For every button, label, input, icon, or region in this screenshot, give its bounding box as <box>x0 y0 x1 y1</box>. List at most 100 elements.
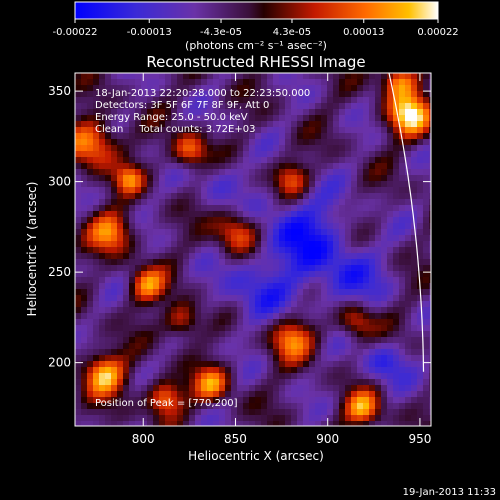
heatmap-cell <box>423 307 430 314</box>
heatmap-cell <box>237 271 244 278</box>
heatmap-cell <box>255 403 262 410</box>
heatmap-cell <box>381 409 388 416</box>
heatmap-cell <box>195 385 202 392</box>
heatmap-cell <box>219 247 226 254</box>
heatmap-cell <box>273 337 280 344</box>
heatmap-cell <box>249 169 256 176</box>
heatmap-cell <box>81 289 88 296</box>
heatmap-cell <box>393 259 400 266</box>
heatmap-cell <box>339 169 346 176</box>
heatmap-cell <box>81 391 88 398</box>
heatmap-cell <box>249 229 256 236</box>
heatmap-cell <box>357 301 364 308</box>
heatmap-cell <box>297 367 304 374</box>
heatmap-cell <box>429 205 431 212</box>
heatmap-cell <box>165 319 172 326</box>
heatmap-cell <box>315 397 322 404</box>
heatmap-cell <box>243 397 250 404</box>
heatmap-cell <box>399 145 406 152</box>
heatmap-cell <box>99 367 106 374</box>
heatmap-cell <box>291 211 298 218</box>
heatmap-cell <box>105 289 112 296</box>
heatmap-cell <box>135 181 142 188</box>
heatmap-cell <box>387 409 394 416</box>
heatmap-cell <box>111 331 118 338</box>
heatmap-cell <box>303 163 310 170</box>
heatmap-cell <box>123 307 130 314</box>
heatmap-cell <box>381 145 388 152</box>
heatmap-cell <box>75 205 82 212</box>
heatmap-cell <box>207 211 214 218</box>
heatmap-cell <box>321 205 328 212</box>
heatmap-cell <box>99 295 106 302</box>
heatmap-cell <box>327 139 334 146</box>
heatmap-cell <box>219 217 226 224</box>
heatmap-cell <box>99 223 106 230</box>
heatmap-cell <box>273 421 280 426</box>
heatmap-cell <box>177 301 184 308</box>
heatmap-cell <box>219 139 226 146</box>
heatmap-cell <box>75 241 82 248</box>
heatmap-cell <box>363 73 370 80</box>
heatmap-cell <box>129 193 136 200</box>
heatmap-cell <box>267 373 274 380</box>
heatmap-cell <box>105 385 112 392</box>
heatmap-cell <box>147 133 154 140</box>
heatmap-cell <box>333 97 340 104</box>
heatmap-cell <box>411 187 418 194</box>
heatmap-cell <box>81 139 88 146</box>
heatmap-cell <box>81 229 88 236</box>
heatmap-cell <box>321 133 328 140</box>
heatmap-cell <box>207 373 214 380</box>
heatmap-cell <box>381 403 388 410</box>
heatmap-cell <box>165 295 172 302</box>
heatmap-cell <box>255 271 262 278</box>
heatmap-cell <box>369 223 376 230</box>
heatmap-cell <box>87 271 94 278</box>
heatmap-cell <box>255 385 262 392</box>
heatmap-cell <box>261 127 268 134</box>
heatmap-cell <box>357 91 364 98</box>
heatmap-cell <box>261 421 268 426</box>
heatmap-cell <box>399 187 406 194</box>
heatmap-cell <box>189 139 196 146</box>
heatmap-cell <box>297 391 304 398</box>
heatmap-cell <box>153 175 160 182</box>
heatmap-cell <box>135 415 142 422</box>
heatmap-cell <box>399 241 406 248</box>
heatmap-cell <box>93 79 100 86</box>
heatmap-cell <box>351 235 358 242</box>
heatmap-cell <box>417 91 424 98</box>
heatmap-cell <box>273 397 280 404</box>
heatmap-cell <box>375 163 382 170</box>
heatmap-cell <box>123 319 130 326</box>
heatmap-cell <box>327 331 334 338</box>
heatmap-cell <box>75 283 82 290</box>
heatmap-cell <box>381 85 388 92</box>
heatmap-cell <box>291 289 298 296</box>
heatmap-cell <box>261 181 268 188</box>
heatmap-cell <box>309 97 316 104</box>
heatmap-cell <box>183 85 190 92</box>
heatmap-cell <box>231 193 238 200</box>
heatmap-cell <box>105 181 112 188</box>
heatmap-cell <box>321 187 328 194</box>
heatmap-cell <box>315 307 322 314</box>
heatmap-cell <box>255 247 262 254</box>
heatmap-cell <box>273 253 280 260</box>
heatmap-cell <box>237 205 244 212</box>
heatmap-cell <box>231 307 238 314</box>
heatmap-cell <box>165 115 172 122</box>
heatmap-cell <box>201 229 208 236</box>
heatmap-cell <box>153 373 160 380</box>
heatmap-cell <box>117 217 124 224</box>
heatmap-cell <box>201 133 208 140</box>
heatmap-cell <box>315 229 322 236</box>
heatmap-cell <box>81 133 88 140</box>
heatmap-cell <box>141 223 148 230</box>
heatmap-cell <box>249 133 256 140</box>
heatmap-cell <box>357 409 364 416</box>
heatmap-cell <box>147 145 154 152</box>
heatmap-cell <box>75 127 82 134</box>
heatmap-cell <box>189 253 196 260</box>
